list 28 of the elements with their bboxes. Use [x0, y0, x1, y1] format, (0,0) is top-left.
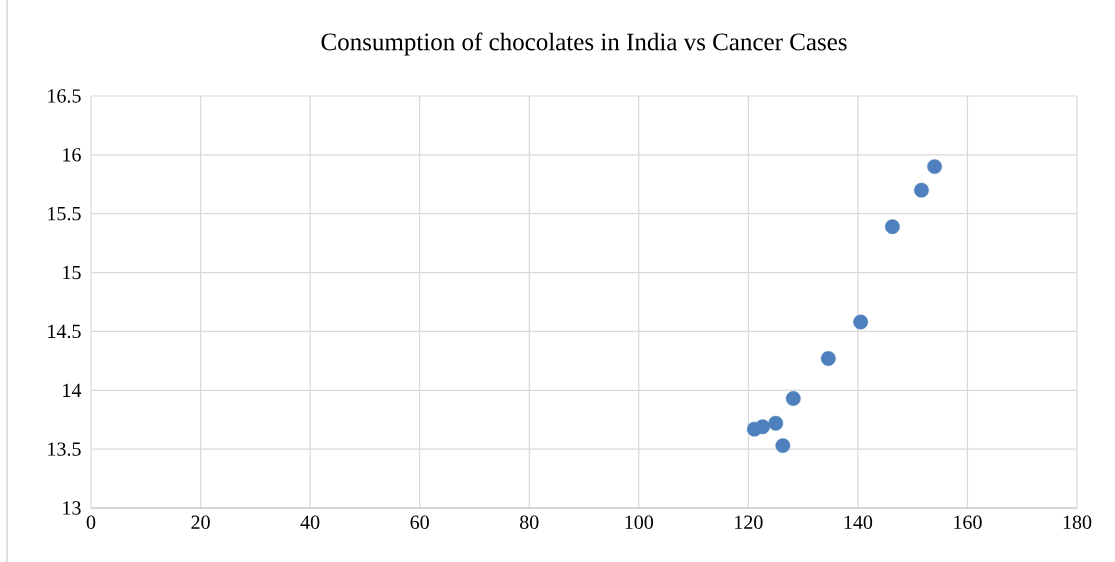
- x-tick-label: 80: [520, 515, 539, 530]
- x-tick-label: 0: [86, 515, 96, 530]
- y-tick-label: 16: [63, 148, 81, 162]
- point: [914, 182, 929, 198]
- y-tick-label: 13.5: [48, 442, 81, 456]
- chart-title: Consumption of chocolates in India vs Cancer Cases: [321, 32, 847, 56]
- point: [820, 351, 836, 366]
- point: [785, 391, 801, 406]
- x-tick-label: 100: [625, 515, 654, 530]
- point: [768, 415, 784, 431]
- x-tick-label: 60: [410, 515, 429, 530]
- point: [885, 219, 900, 235]
- point: [853, 314, 869, 330]
- y-tick-label: 16.5: [48, 89, 81, 103]
- y-tick-label: 14: [63, 383, 82, 397]
- y-tick-label: 14.5: [48, 324, 81, 339]
- x-tick-label: 180: [1063, 515, 1092, 530]
- y-tick-label: 15.5: [48, 206, 81, 221]
- x-tick-label: 20: [191, 515, 210, 530]
- point: [755, 419, 770, 435]
- point: [775, 438, 791, 454]
- point: [927, 159, 942, 175]
- x-tick-label: 160: [954, 515, 982, 530]
- y-tick-label: 15: [63, 265, 81, 280]
- y-tick-label: 13: [63, 501, 81, 515]
- x-tick-label: 140: [844, 515, 873, 530]
- x-tick-label: 40: [300, 515, 320, 530]
- x-tick-label: 120: [735, 515, 763, 530]
